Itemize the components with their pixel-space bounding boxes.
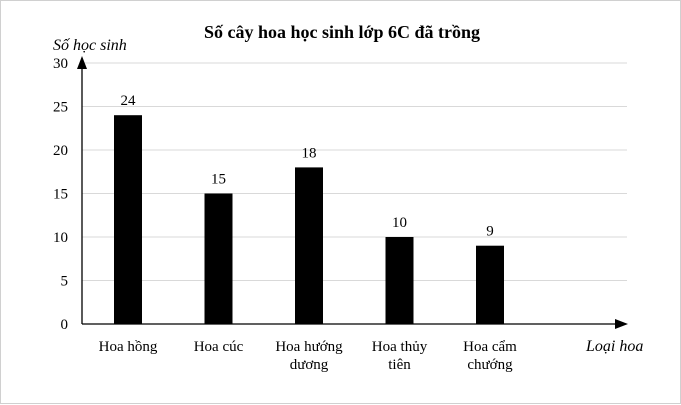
x-tick-label: Hoa hướng: [275, 339, 343, 355]
x-axis-arrow: [615, 319, 628, 329]
x-tick-label: Hoa hồng: [99, 339, 158, 355]
x-tick-label: dương: [290, 357, 329, 373]
labels: 0 5 10 15 20 25 30 24 Hoa hồng 15 Hoa cúc 18 Hoa hướ…: [53, 56, 517, 373]
data-label: 24: [121, 93, 137, 109]
x-tick-label: Hoa cúc: [194, 339, 244, 355]
gridlines: [82, 62, 627, 281]
data-label: 18: [302, 145, 317, 161]
y-tick-label: 30: [53, 56, 68, 72]
chart-title: Số cây hoa học sinh lớp 6C đã trồng: [204, 22, 480, 42]
bars: [114, 115, 504, 324]
x-tick-label: Hoa thủy: [372, 339, 428, 355]
x-tick-label: tiên: [388, 357, 411, 373]
x-tick-label: Hoa cẩm: [463, 339, 517, 355]
y-tick-label: 20: [53, 143, 68, 159]
y-tick-label: 0: [61, 317, 69, 333]
x-axis-label: Loại hoa: [585, 338, 643, 355]
y-tick-label: 5: [61, 274, 69, 290]
data-label: 9: [486, 224, 494, 240]
bar: [385, 237, 414, 324]
data-label: 10: [392, 215, 407, 231]
axes: [77, 56, 628, 329]
bar: [114, 115, 142, 324]
data-label: 15: [211, 172, 226, 188]
x-tick-label: chướng: [467, 357, 513, 373]
y-axis-arrow: [77, 56, 87, 69]
y-axis-label: Số học sinh: [53, 37, 127, 54]
bar: [295, 167, 323, 324]
y-tick-label: 25: [53, 100, 68, 116]
y-tick-label: 15: [53, 187, 68, 203]
y-tick-label: 10: [53, 230, 68, 246]
bar: [476, 245, 504, 324]
bar: [204, 193, 233, 324]
